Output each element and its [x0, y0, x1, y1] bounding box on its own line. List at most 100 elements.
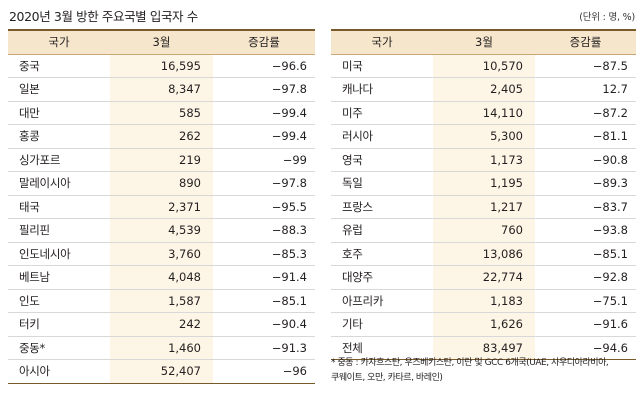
change-cell: −95.5 [213, 195, 315, 219]
value-cell: 2,405 [433, 77, 535, 102]
change-cell: −99 [213, 148, 315, 172]
change-cell: 12.7 [535, 77, 636, 102]
table-row: 유럽 760 −93.8 [331, 218, 636, 243]
change-cell: −85.1 [535, 242, 636, 266]
table-row: 프랑스 1,217 −83.7 [331, 195, 636, 219]
footnote-line: * 중동 : 카자흐스탄, 우즈베키스탄, 이란 및 GCC 6개국(UAE, … [331, 358, 609, 368]
country-cell: 대만 [8, 101, 110, 125]
change-cell: −96.6 [213, 54, 315, 78]
country-cell: 말레이시아 [8, 171, 110, 196]
table-row: 인도네시아 3,760 −85.3 [8, 242, 315, 266]
footnote: * 중동 : 카자흐스탄, 우즈베키스탄, 이란 및 GCC 6개국(UAE, … [331, 356, 641, 386]
change-cell: −97.8 [213, 77, 315, 102]
value-cell: 52,407 [110, 359, 213, 384]
change-cell: −88.3 [213, 218, 315, 243]
table-row: 전체 83,497 −94.6 [331, 336, 636, 360]
value-cell: 890 [110, 171, 213, 196]
value-cell: 16,595 [110, 54, 213, 78]
change-cell: −90.8 [535, 148, 636, 172]
table-row: 미국 10,570 −87.5 [331, 54, 636, 78]
change-cell: −94.6 [535, 336, 636, 360]
value-cell: 262 [110, 124, 213, 149]
table-row: 대양주 22,774 −92.8 [331, 265, 636, 290]
country-cell: 싱가포르 [8, 148, 110, 172]
change-cell: −91.3 [213, 336, 315, 360]
country-cell: 터키 [8, 312, 110, 337]
change-cell: −85.3 [213, 242, 315, 266]
value-cell: 4,539 [110, 218, 213, 243]
country-cell: 홍콩 [8, 124, 110, 149]
country-cell: 아프리카 [331, 289, 433, 313]
country-cell: 대양주 [331, 265, 433, 290]
table-row: 베트남 4,048 −91.4 [8, 265, 315, 290]
footnote-line: 쿠웨이트, 오만, 카타르, 바레인) [331, 373, 443, 383]
table-row: 필리핀 4,539 −88.3 [8, 218, 315, 243]
country-cell: 호주 [331, 242, 433, 266]
value-cell: 1,173 [433, 148, 535, 172]
country-cell: 베트남 [8, 265, 110, 290]
table-row: 인도 1,587 −85.1 [8, 289, 315, 313]
change-cell: −92.8 [535, 265, 636, 290]
table-row: 태국 2,371 −95.5 [8, 195, 315, 219]
table-row: 대만 585 −99.4 [8, 101, 315, 125]
country-cell: 태국 [8, 195, 110, 219]
value-cell: 1,217 [433, 195, 535, 219]
table-row: 홍콩 262 −99.4 [8, 124, 315, 149]
country-cell: 영국 [331, 148, 433, 172]
change-cell: −90.4 [213, 312, 315, 337]
value-cell: 1,195 [433, 171, 535, 196]
change-cell: −83.7 [535, 195, 636, 219]
table-row: 중동* 1,460 −91.3 [8, 336, 315, 360]
country-cell: 러시아 [331, 124, 433, 149]
country-cell: 아시아 [8, 359, 110, 384]
change-cell: −96 [213, 359, 315, 384]
country-cell: 인도네시아 [8, 242, 110, 266]
value-cell: 1,460 [110, 336, 213, 360]
unit-label: (단위 : 명, %) [579, 12, 635, 23]
header-month: 3월 [110, 29, 213, 55]
header-month: 3월 [433, 29, 535, 55]
value-cell: 1,626 [433, 312, 535, 337]
change-cell: −99.4 [213, 101, 315, 125]
table-row: 일본 8,347 −97.8 [8, 77, 315, 102]
value-cell: 13,086 [433, 242, 535, 266]
table-header-row: 국가 3월 증감률 [331, 29, 636, 55]
change-cell: −97.8 [213, 171, 315, 196]
change-cell: −89.3 [535, 171, 636, 196]
country-cell: 중국 [8, 54, 110, 78]
header-change: 증감률 [213, 29, 315, 55]
country-cell: 중동* [8, 336, 110, 360]
table-row: 중국 16,595 −96.6 [8, 54, 315, 78]
table-row: 말레이시아 890 −97.8 [8, 171, 315, 196]
change-cell: −75.1 [535, 289, 636, 313]
table-row: 캐나다 2,405 12.7 [331, 77, 636, 102]
change-cell: −99.4 [213, 124, 315, 149]
country-cell: 프랑스 [331, 195, 433, 219]
table-row: 아시아 52,407 −96 [8, 359, 315, 384]
table-row: 아프리카 1,183 −75.1 [331, 289, 636, 313]
value-cell: 760 [433, 218, 535, 243]
value-cell: 83,497 [433, 336, 535, 360]
value-cell: 5,300 [433, 124, 535, 149]
country-cell: 미국 [331, 54, 433, 78]
change-cell: −87.2 [535, 101, 636, 125]
change-cell: −91.4 [213, 265, 315, 290]
value-cell: 10,570 [433, 54, 535, 78]
value-cell: 1,183 [433, 289, 535, 313]
header-country: 국가 [8, 29, 110, 55]
value-cell: 219 [110, 148, 213, 172]
change-cell: −81.1 [535, 124, 636, 149]
country-cell: 일본 [8, 77, 110, 102]
value-cell: 8,347 [110, 77, 213, 102]
country-cell: 캐나다 [331, 77, 433, 102]
change-cell: −91.6 [535, 312, 636, 337]
left-table: 국가 3월 증감률 중국 16,595 −96.6 일본 8,347 −97.8 대만 585… [8, 29, 315, 384]
country-cell: 기타 [331, 312, 433, 337]
header-country: 국가 [331, 29, 433, 55]
country-cell: 미주 [331, 101, 433, 125]
value-cell: 14,110 [433, 101, 535, 125]
table-row: 터키 242 −90.4 [8, 312, 315, 337]
value-cell: 22,774 [433, 265, 535, 290]
value-cell: 1,587 [110, 289, 213, 313]
change-cell: −93.8 [535, 218, 636, 243]
